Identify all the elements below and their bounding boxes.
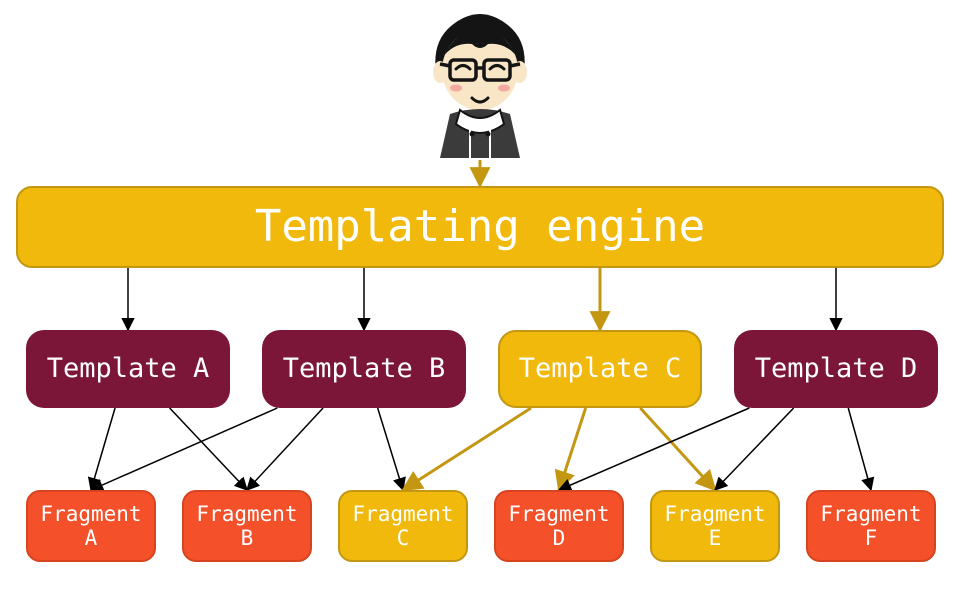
fragment-c-node: FragmentC: [338, 490, 468, 562]
node-label: Template B: [283, 353, 446, 384]
node-label: Template A: [47, 353, 210, 384]
fragment-b-node: FragmentB: [182, 490, 312, 562]
node-label: FragmentB: [196, 502, 297, 550]
fragment-a-node: FragmentA: [26, 490, 156, 562]
node-label: Template D: [755, 353, 918, 384]
template-c-node: Template C: [498, 330, 702, 408]
fragment-f-node: FragmentF: [806, 490, 936, 562]
node-label: FragmentF: [820, 502, 921, 550]
node-label: FragmentC: [352, 502, 453, 550]
fragment-e-node: FragmentE: [650, 490, 780, 562]
template-b-node: Template B: [262, 330, 466, 408]
node-label: Templating engine: [255, 202, 705, 253]
node-label: FragmentD: [508, 502, 609, 550]
avatar-icon: [416, 8, 544, 164]
node-label: FragmentA: [40, 502, 141, 550]
node-label: FragmentE: [664, 502, 765, 550]
templating-engine-node: Templating engine: [16, 186, 944, 268]
template-a-node: Template A: [26, 330, 230, 408]
fragment-d-node: FragmentD: [494, 490, 624, 562]
node-label: Template C: [519, 353, 682, 384]
template-d-node: Template D: [734, 330, 938, 408]
